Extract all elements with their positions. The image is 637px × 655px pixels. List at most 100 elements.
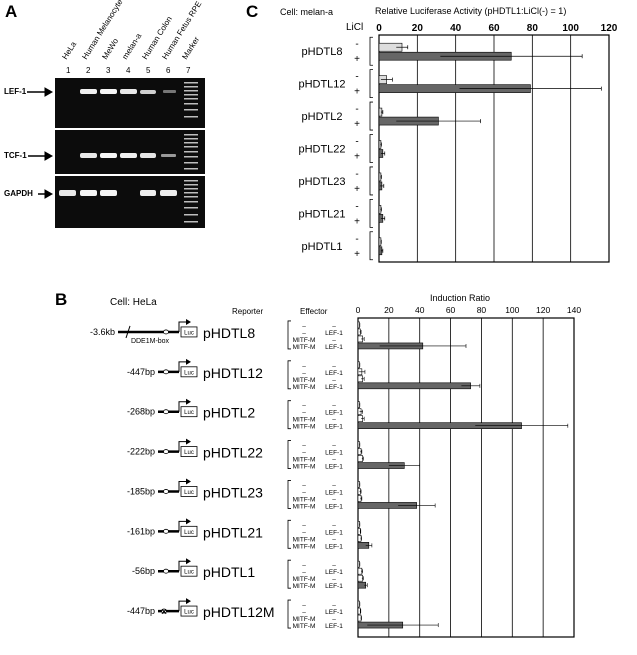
chart-c-bracket <box>369 69 373 99</box>
chart-b-frame <box>357 317 575 638</box>
luc-box <box>180 366 198 378</box>
construct-distance-label: -447bp <box>127 606 155 616</box>
gel-image <box>27 78 205 228</box>
tss-arrow-icon <box>178 560 186 572</box>
chart-c-plus-label: + <box>354 184 360 195</box>
effector-label-b: LEF-1 <box>325 489 343 496</box>
effector-label-a: – <box>302 529 306 536</box>
chart-b-tick-label: 60 <box>446 305 456 315</box>
construct-name-label: pHDTL22 <box>203 445 263 461</box>
chart-c-bracket <box>369 36 373 66</box>
effector-label-b: LEF-1 <box>325 370 343 377</box>
construct-distance-label: -185bp <box>127 486 155 496</box>
dde-box-icon <box>163 409 169 415</box>
construct-distance-label: -447bp <box>127 367 155 377</box>
gel-gapdh <box>55 176 205 228</box>
panel-b-cell-label: Cell: HeLa <box>110 297 157 308</box>
chart-c-plus-label: + <box>354 119 360 130</box>
gel-tcf1 <box>55 130 205 174</box>
break-mark <box>125 325 131 339</box>
chart-c-category-label: pHDTL12 <box>298 79 345 91</box>
effector-label-a: MITF-M <box>293 344 316 351</box>
effector-label-a: – <box>302 403 306 410</box>
effector-label-b: LEF-1 <box>325 344 343 351</box>
panel-c-letter: C <box>246 2 259 21</box>
effector-label-a: – <box>302 569 306 576</box>
effector-label-a: MITF-M <box>293 583 316 590</box>
luc-label: Luc <box>184 450 194 456</box>
effector-label-b: LEF-1 <box>325 410 343 417</box>
effector-bracket <box>287 519 291 549</box>
effector-label-a: MITF-M <box>293 417 316 424</box>
construct-distance-label: -268bp <box>127 407 155 417</box>
reporter-header: Reporter <box>232 307 264 316</box>
construct-name-label: pHDTL23 <box>203 484 263 500</box>
lane-number: 7 <box>186 66 191 75</box>
effector-label-b: – <box>332 363 336 370</box>
effector-label-b: LEF-1 <box>325 330 343 337</box>
effector-bracket <box>287 320 291 350</box>
tss-arrowhead-icon <box>186 318 191 325</box>
dde-box-icon <box>163 369 169 375</box>
effector-label-a: – <box>302 602 306 609</box>
construct-name-label: pHDTL8 <box>203 325 255 341</box>
effector-label-b: – <box>332 562 336 569</box>
tss-arrow-icon <box>178 401 186 412</box>
effector-label-b: – <box>332 602 336 609</box>
chart-c-bracket <box>369 134 373 163</box>
effector-label-b: – <box>332 417 336 424</box>
effector-label-b: – <box>332 576 336 583</box>
effector-label-a: – <box>302 609 306 616</box>
luc-box <box>180 486 198 497</box>
chart-c-tick-label: 80 <box>527 23 539 34</box>
effector-label-a: MITF-M <box>293 496 316 503</box>
luc-label: Luc <box>184 530 194 536</box>
tss-arrow-icon <box>178 520 186 532</box>
marker-ladder <box>184 82 198 223</box>
panel-c-cell-label: Cell: melan-a <box>280 7 334 17</box>
effector-label-a: – <box>302 363 306 370</box>
effector-label-b: – <box>332 443 336 450</box>
effector-label-b: LEF-1 <box>325 384 343 391</box>
effector-label-a: – <box>302 489 306 496</box>
chart-c-category-label: pHDTL21 <box>298 208 345 220</box>
lane-number: 3 <box>106 66 111 75</box>
panel-a-letter: A <box>5 2 18 21</box>
effector-label-a: MITF-M <box>293 337 316 344</box>
chart-c-category-label: pHDTL23 <box>298 176 345 188</box>
effector-label-a: MITF-M <box>293 424 316 431</box>
effector-label-b: – <box>332 536 336 543</box>
effector-bracket <box>287 440 291 469</box>
band-label-lef1: LEF-1 <box>4 87 27 96</box>
luc-label: Luc <box>184 570 194 576</box>
construct-distance-label: -56bp <box>132 566 155 576</box>
lane-number: 4 <box>126 66 131 75</box>
effector-label-b: – <box>332 337 336 344</box>
tss-arrowhead-icon <box>186 398 191 405</box>
effector-label-a: MITF-M <box>293 503 316 510</box>
effector-header: Effector <box>300 307 328 316</box>
chart-c-plus-label: + <box>354 216 360 227</box>
effector-label-a: MITF-M <box>293 543 316 550</box>
lane-number: 5 <box>146 66 151 75</box>
chart-c-tick-label: 20 <box>412 23 424 34</box>
effector-label-a: – <box>302 443 306 450</box>
chart-c-plus-label: + <box>354 87 360 98</box>
chart-c-plot: 0 20 40 60 80 100 120pHDTL8-+pHDTL12-+pHDTL2-+… <box>298 23 618 263</box>
panel-b-letter: B <box>55 290 68 309</box>
dde-box-icon <box>161 608 167 614</box>
effector-label-b: – <box>332 482 336 489</box>
tss-arrowhead-icon <box>186 598 191 605</box>
luc-label: Luc <box>184 490 194 496</box>
effector-bracket <box>287 599 291 629</box>
effector-label-b: – <box>332 522 336 529</box>
chart-c-minus-label: - <box>355 234 358 245</box>
luc-box <box>180 326 198 338</box>
chart-c-bracket <box>369 101 373 131</box>
effector-label-b: LEF-1 <box>325 569 343 576</box>
chart-c-plus-label: + <box>354 152 360 163</box>
chart-c-plus-label: + <box>354 54 360 65</box>
luc-box <box>180 446 198 457</box>
chart-c-tick-label: 60 <box>488 23 500 34</box>
